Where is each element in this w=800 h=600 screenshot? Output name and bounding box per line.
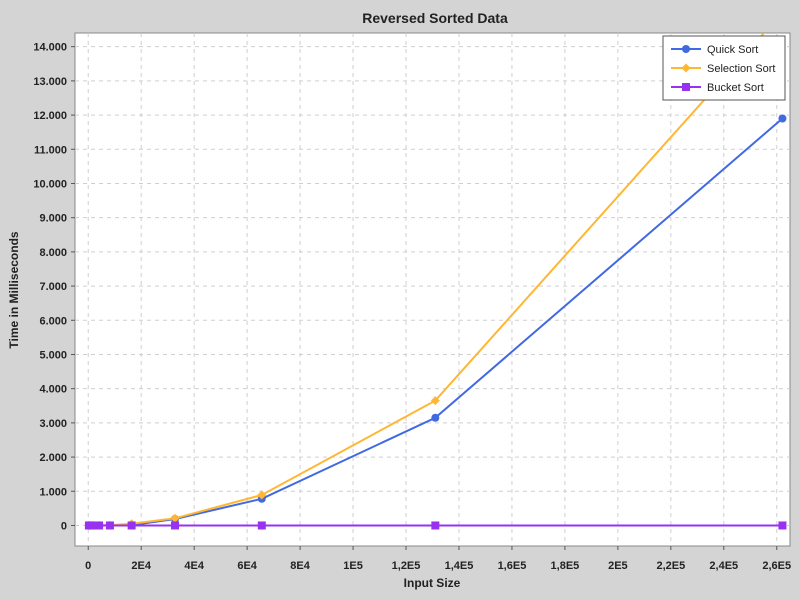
data-point bbox=[170, 513, 180, 523]
x-tick-label: 2,4E5 bbox=[709, 560, 738, 572]
data-point bbox=[430, 396, 440, 406]
y-tick-label: 6.000 bbox=[39, 315, 67, 327]
axes: 0 1.000 2.000 3.000 4.000 5.000 6.000 7.000 8.00… bbox=[33, 42, 791, 572]
y-tick-label: 11.000 bbox=[34, 144, 67, 156]
y-tick-label: 8.000 bbox=[39, 247, 67, 259]
legend-entry: Bucket Sort bbox=[707, 82, 764, 94]
y-tick-label: 0 bbox=[61, 520, 67, 532]
x-tick-label: 1,6E5 bbox=[498, 560, 527, 572]
x-tick-label: 2E4 bbox=[131, 560, 151, 572]
y-tick-label: 5.000 bbox=[39, 349, 67, 361]
x-tick-label: 2,6E5 bbox=[762, 560, 791, 572]
y-axis-title: Time in Milliseconds bbox=[7, 231, 21, 348]
data-point bbox=[778, 114, 787, 123]
y-tick-label: 1.000 bbox=[39, 486, 67, 498]
data-point bbox=[95, 521, 104, 530]
data-point bbox=[431, 413, 440, 422]
data-point bbox=[257, 521, 266, 530]
x-tick-label: 0 bbox=[85, 560, 91, 572]
y-tick-label: 7.000 bbox=[39, 281, 67, 293]
y-tick-label: 14.000 bbox=[33, 42, 67, 54]
data-point bbox=[431, 521, 440, 530]
y-tick-label: 10.000 bbox=[33, 178, 67, 190]
plot-area bbox=[74, 32, 791, 547]
y-tick-label: 9.000 bbox=[39, 213, 67, 225]
y-tick-label: 2.000 bbox=[39, 452, 67, 464]
legend: Quick Sort Selection Sort Bucket Sort bbox=[662, 35, 786, 101]
chart-title: Reversed Sorted Data bbox=[362, 10, 508, 26]
data-point bbox=[89, 521, 98, 530]
data-point bbox=[682, 45, 690, 53]
x-tick-label: 1,4E5 bbox=[445, 560, 474, 572]
data-point bbox=[257, 490, 267, 500]
legend-entry: Selection Sort bbox=[707, 63, 775, 75]
data-point bbox=[127, 521, 136, 530]
data-point bbox=[778, 521, 787, 530]
data-point bbox=[682, 83, 690, 91]
y-tick-label: 12.000 bbox=[33, 110, 67, 122]
y-tick-label: 3.000 bbox=[39, 418, 67, 430]
x-tick-label: 1,2E5 bbox=[392, 560, 421, 572]
data-point bbox=[105, 521, 114, 530]
x-axis-title: Input Size bbox=[404, 576, 461, 590]
x-tick-label: 1E5 bbox=[343, 560, 363, 572]
x-tick-label: 4E4 bbox=[184, 560, 204, 572]
y-tick-label: 4.000 bbox=[39, 384, 67, 396]
legend-entry: Quick Sort bbox=[707, 44, 758, 56]
x-tick-label: 2E5 bbox=[608, 560, 628, 572]
x-tick-label: 1,8E5 bbox=[551, 560, 580, 572]
x-tick-label: 8E4 bbox=[290, 560, 310, 572]
y-tick-label: 13.000 bbox=[33, 76, 67, 88]
data-point bbox=[171, 521, 180, 530]
data-point bbox=[681, 63, 691, 73]
series-lines bbox=[84, 33, 787, 530]
gridlines bbox=[75, 33, 790, 546]
x-tick-label: 6E4 bbox=[237, 560, 257, 572]
x-tick-label: 2,2E5 bbox=[656, 560, 685, 572]
